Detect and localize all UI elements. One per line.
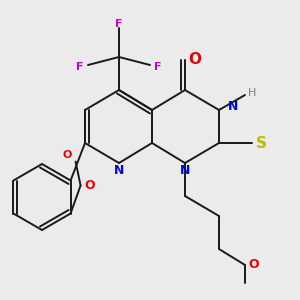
Text: H: H xyxy=(248,88,256,98)
Text: O: O xyxy=(249,259,259,272)
Text: F: F xyxy=(154,62,162,72)
Text: N: N xyxy=(228,100,238,113)
Text: O: O xyxy=(84,179,95,192)
Text: N: N xyxy=(114,164,124,178)
Text: S: S xyxy=(256,136,266,151)
Text: F: F xyxy=(115,19,123,29)
Text: F: F xyxy=(76,62,84,72)
Text: N: N xyxy=(180,164,190,178)
Text: O: O xyxy=(63,149,72,160)
Text: O: O xyxy=(188,52,202,68)
